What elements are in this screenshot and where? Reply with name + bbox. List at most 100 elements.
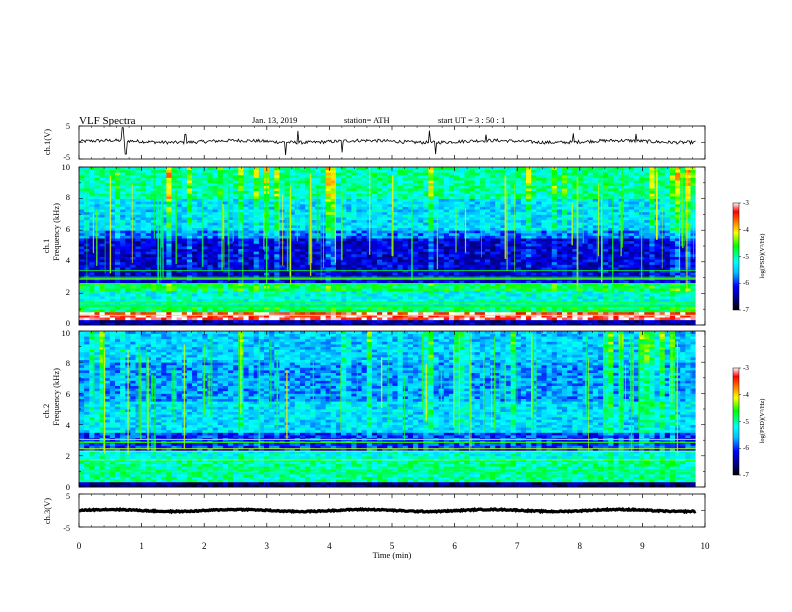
spectrogram-cell bbox=[104, 267, 111, 271]
spectrogram-cell bbox=[495, 311, 501, 315]
spectrogram-cell bbox=[310, 259, 316, 263]
spectrogram-cell bbox=[104, 288, 111, 292]
spectrogram-cell bbox=[228, 298, 234, 302]
spectrogram-cell bbox=[649, 282, 655, 286]
spectrogram-cell bbox=[294, 243, 301, 247]
spectrogram-cell bbox=[582, 317, 589, 321]
spectrogram-cell bbox=[541, 285, 547, 289]
spectrogram-cell bbox=[587, 280, 594, 284]
spectrogram-cell bbox=[387, 259, 393, 263]
spectrogram-cell bbox=[299, 306, 306, 310]
spectrogram-cell bbox=[690, 240, 697, 244]
spectrogram-cell bbox=[274, 246, 280, 250]
spectrogram-cell bbox=[526, 306, 532, 310]
spectrogram-cell bbox=[181, 267, 188, 271]
spectrogram-cell bbox=[186, 253, 193, 257]
spectrogram-cell bbox=[253, 288, 260, 292]
spectrogram-cell bbox=[515, 272, 522, 276]
spectrogram-cell bbox=[361, 232, 368, 236]
spectrogram-cell bbox=[551, 298, 558, 302]
spectrogram-cell bbox=[212, 243, 219, 247]
spectrogram-cell bbox=[603, 246, 609, 250]
spectrogram-cell bbox=[150, 238, 157, 242]
spectrogram-cell bbox=[197, 280, 203, 284]
spectrogram-cell bbox=[392, 248, 398, 252]
spectrogram-cell bbox=[397, 319, 404, 323]
spectrogram-cell bbox=[315, 314, 321, 318]
spectrogram-cell bbox=[325, 243, 332, 247]
spectrogram-cell bbox=[603, 253, 609, 257]
spectrogram-cell bbox=[423, 219, 429, 223]
spectrogram-cell bbox=[520, 272, 527, 276]
spectrogram-cell bbox=[484, 219, 491, 223]
spectrogram-cell bbox=[284, 314, 291, 318]
spectrogram-cell bbox=[469, 285, 476, 289]
spectrogram-cell bbox=[284, 269, 291, 273]
spectrogram-cell bbox=[572, 232, 578, 236]
spectrogram-cell bbox=[207, 246, 213, 250]
spectrogram-cell bbox=[438, 288, 445, 292]
spectrogram-cell bbox=[269, 311, 275, 315]
spectrogram-cell bbox=[130, 264, 136, 268]
spectrogram-cell bbox=[243, 269, 249, 273]
spectrogram-cell bbox=[536, 224, 542, 228]
spectrogram-cell bbox=[592, 238, 599, 242]
spectrogram-cell bbox=[592, 288, 599, 292]
spectrogram-cell bbox=[335, 253, 342, 257]
spectrogram-cell bbox=[459, 293, 465, 297]
spectrogram-cell bbox=[248, 280, 255, 284]
spectrogram-cell bbox=[448, 288, 455, 292]
spectrogram-cell bbox=[382, 248, 388, 252]
spectrogram-cell bbox=[623, 243, 630, 247]
spectrogram-cell bbox=[556, 227, 563, 231]
spectrogram-cell bbox=[664, 246, 671, 250]
spectrogram-cell bbox=[176, 293, 183, 297]
spectrogram-cell bbox=[582, 267, 589, 271]
spectrogram-cell bbox=[639, 309, 645, 313]
spectrogram-cell bbox=[130, 238, 136, 242]
spectrogram-cell bbox=[669, 251, 676, 255]
spectrogram-cell bbox=[459, 230, 465, 234]
spectrogram-cell bbox=[202, 232, 208, 236]
spectrogram-cell bbox=[448, 222, 455, 226]
spectrogram-cell bbox=[274, 317, 280, 321]
spectrogram-cell bbox=[685, 317, 691, 321]
spectrogram-cell bbox=[562, 267, 568, 271]
spectrogram-cell bbox=[269, 224, 275, 228]
spectrogram-cell bbox=[258, 243, 265, 247]
spectrogram-cell bbox=[109, 272, 116, 276]
spectrogram-cell bbox=[335, 240, 342, 244]
spectrogram-cell bbox=[649, 261, 655, 265]
spectrogram-cell bbox=[114, 246, 121, 250]
spectrogram-cell bbox=[592, 240, 599, 244]
spectrogram-cell bbox=[536, 232, 542, 236]
spectrogram-cell bbox=[479, 298, 486, 302]
spectrogram-cell bbox=[140, 296, 147, 300]
spectrogram-cell bbox=[515, 230, 522, 234]
spectrogram-cell bbox=[222, 230, 229, 234]
spectrogram-cell bbox=[258, 267, 265, 271]
spectrogram-cell bbox=[675, 319, 681, 323]
spectrogram-cell bbox=[145, 235, 152, 239]
spectrogram-cell bbox=[279, 248, 285, 252]
spectrogram-cell bbox=[531, 261, 537, 265]
spectrogram-cell bbox=[150, 256, 157, 260]
spectrogram-cell bbox=[633, 290, 640, 294]
spectrogram-cell bbox=[608, 282, 614, 286]
spectrogram-cell bbox=[510, 311, 517, 315]
spectrogram-cell bbox=[659, 319, 666, 323]
spectrogram-cell bbox=[192, 217, 198, 221]
spectrogram-cell bbox=[341, 280, 347, 284]
spectrogram-cell bbox=[377, 217, 383, 221]
spectrogram-cell bbox=[125, 317, 131, 321]
spectrogram-cell bbox=[531, 296, 537, 300]
spectrogram-cell bbox=[130, 243, 136, 247]
spectrogram-cell bbox=[248, 261, 255, 265]
spectrogram-cell bbox=[536, 269, 542, 273]
spectrogram-cell bbox=[140, 285, 147, 289]
spectrogram-cell bbox=[592, 246, 599, 250]
spectrogram-cell bbox=[551, 246, 558, 250]
spectrogram-cell bbox=[520, 240, 527, 244]
spectrogram-cell bbox=[207, 285, 213, 289]
spectrogram-cell bbox=[233, 235, 239, 239]
